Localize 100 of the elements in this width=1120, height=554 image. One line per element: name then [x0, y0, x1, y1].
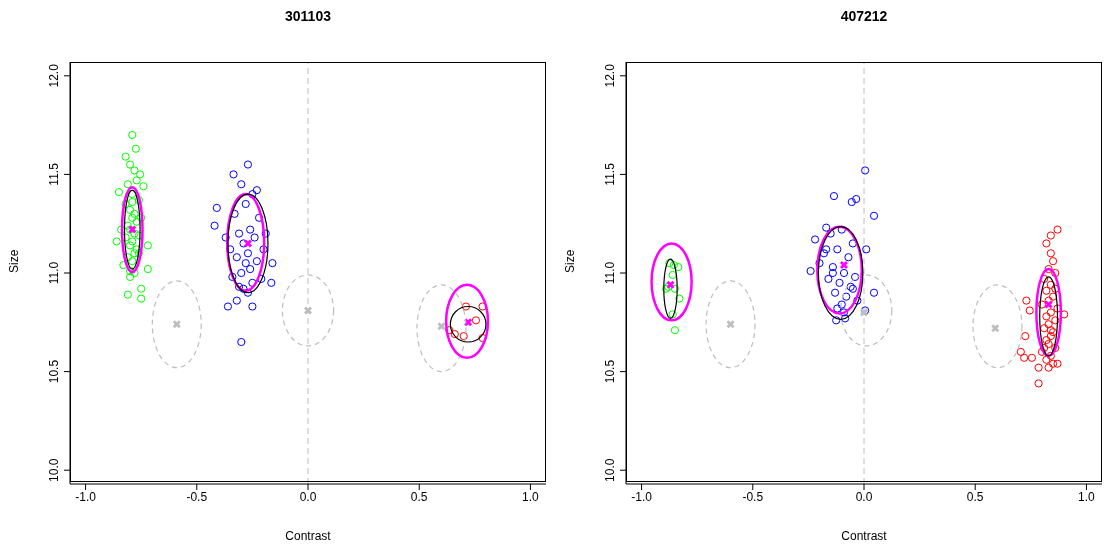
point	[143, 241, 152, 250]
point	[839, 261, 848, 270]
y-axis-title: Size	[563, 249, 578, 273]
point	[1037, 300, 1047, 309]
point	[125, 205, 135, 214]
point	[248, 302, 257, 311]
point	[248, 190, 257, 199]
x-tick-label: 1.0	[522, 489, 540, 504]
point	[1044, 339, 1053, 349]
point	[459, 332, 468, 341]
point	[675, 294, 684, 303]
x-axis-title: Contrast	[285, 529, 332, 543]
point	[137, 213, 146, 222]
point	[241, 199, 250, 209]
point	[223, 302, 233, 311]
point	[123, 221, 132, 230]
point	[1044, 363, 1053, 372]
y-tick-label: 12.0	[603, 63, 617, 88]
point	[1046, 332, 1055, 341]
point	[261, 229, 270, 238]
point	[123, 180, 132, 189]
point	[1034, 363, 1043, 372]
point	[1053, 359, 1062, 368]
point	[1046, 326, 1055, 335]
point	[221, 233, 230, 242]
point	[839, 268, 849, 278]
point	[1048, 359, 1058, 368]
point	[128, 197, 137, 207]
point	[869, 211, 879, 220]
point	[128, 257, 137, 266]
point	[128, 213, 137, 222]
point	[130, 166, 139, 175]
point	[822, 223, 831, 232]
y-tick-label: 11.0	[603, 261, 617, 285]
y-tick-label: 10.5	[603, 359, 617, 384]
x-tick-label: 0.0	[855, 489, 873, 504]
point	[844, 253, 853, 262]
point	[478, 333, 487, 343]
point	[252, 186, 261, 195]
point	[114, 188, 124, 197]
x-tick-label: 0.0	[299, 489, 317, 504]
point	[847, 197, 856, 207]
point	[1046, 351, 1055, 360]
point	[1042, 239, 1051, 248]
point	[241, 259, 250, 268]
point	[851, 272, 860, 282]
y-tick-label: 11.0	[47, 261, 61, 285]
point	[826, 229, 835, 238]
point	[437, 322, 446, 331]
x-tick-label: -0.5	[742, 489, 764, 504]
point	[131, 144, 140, 153]
point	[853, 296, 862, 305]
point	[239, 239, 248, 248]
point	[1016, 347, 1025, 356]
point	[674, 262, 683, 272]
point	[268, 259, 277, 268]
point	[665, 259, 674, 268]
point	[829, 191, 839, 201]
point	[815, 259, 824, 268]
point	[234, 282, 244, 291]
point	[112, 237, 121, 246]
point	[243, 249, 253, 258]
point	[1046, 249, 1055, 258]
point	[252, 257, 261, 266]
point	[1040, 343, 1049, 353]
point	[232, 296, 241, 305]
point	[121, 199, 130, 209]
point	[1051, 268, 1060, 278]
point	[461, 302, 471, 311]
point	[1046, 308, 1055, 317]
point	[130, 249, 139, 258]
point	[1048, 292, 1058, 301]
point	[806, 266, 815, 276]
point	[243, 160, 253, 169]
point	[250, 233, 259, 242]
x-axis-title: Contrast	[841, 529, 888, 543]
point	[1044, 300, 1053, 309]
point	[1048, 257, 1058, 266]
point	[137, 294, 146, 303]
point	[130, 268, 139, 278]
point	[670, 326, 680, 335]
point	[1040, 324, 1049, 333]
point	[835, 278, 844, 287]
point	[833, 245, 842, 254]
point	[669, 261, 678, 270]
point	[125, 241, 135, 250]
point	[246, 225, 255, 234]
point	[1022, 296, 1031, 305]
point	[1025, 306, 1034, 315]
point	[172, 320, 181, 329]
x-tick-label: -0.5	[186, 489, 208, 504]
x-tick-label: 0.5	[410, 489, 428, 504]
y-tick-label: 10.0	[47, 458, 61, 482]
point	[819, 249, 829, 258]
point	[232, 253, 241, 262]
point	[668, 310, 677, 319]
point	[139, 182, 148, 191]
point	[661, 284, 671, 293]
point	[670, 284, 680, 293]
point	[1037, 347, 1047, 356]
